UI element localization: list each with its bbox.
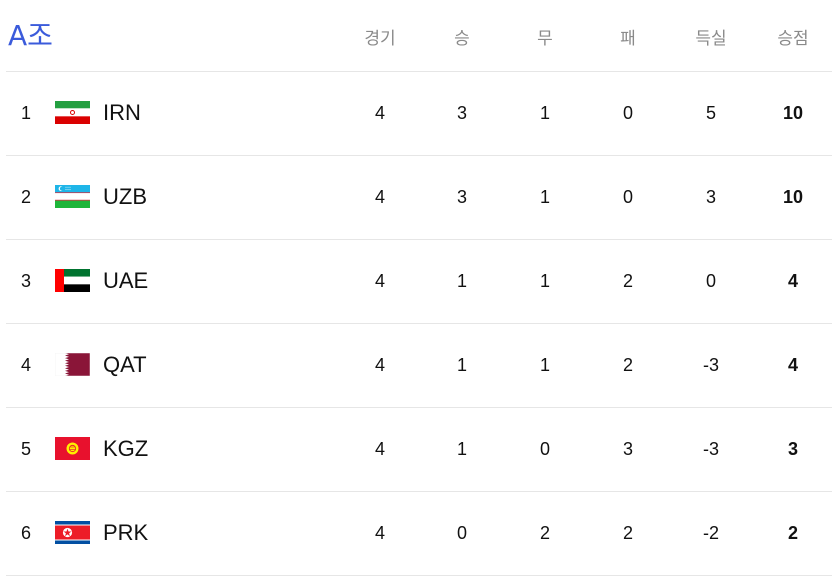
goal-diff-value: 5 [705, 103, 716, 123]
divider [6, 323, 832, 324]
divider [6, 155, 832, 156]
header-goal-diff: 득실 [695, 29, 727, 49]
header-won: 승 [454, 29, 470, 49]
table-row[interactable]: 1 IRN 4 3 1 0 5 10 [0, 71, 832, 155]
divider [6, 239, 832, 240]
header-points: 승점 [777, 29, 809, 49]
header-drawn: 무 [537, 29, 553, 49]
team-name[interactable]: UAE [103, 268, 149, 293]
played-value: 4 [374, 439, 385, 459]
goal-diff-value: 3 [705, 187, 716, 207]
group-title: A조 [8, 19, 53, 52]
team-name[interactable]: KGZ [103, 436, 149, 461]
goal-diff-value: -3 [702, 439, 719, 459]
divider [6, 407, 832, 408]
rank: 2 [20, 187, 31, 207]
north-korea-flag-icon [55, 521, 90, 544]
uzbekistan-flag-icon [55, 185, 90, 208]
table-row[interactable]: 2 UZB 4 3 1 0 3 10 [0, 155, 832, 239]
lost-value: 2 [622, 523, 633, 543]
divider [6, 71, 832, 72]
drawn-value: 1 [539, 355, 550, 375]
won-value: 1 [456, 439, 467, 459]
rank: 6 [20, 523, 31, 543]
team-name[interactable]: PRK [103, 520, 149, 545]
drawn-value: 2 [539, 523, 550, 543]
header-lost: 패 [620, 29, 636, 49]
won-value: 3 [456, 187, 467, 207]
points-value: 2 [787, 523, 798, 543]
played-value: 4 [374, 355, 385, 375]
uae-flag-icon [55, 269, 90, 292]
table-header: A조 경기 승 무 패 득실 승점 [0, 0, 832, 71]
played-value: 4 [374, 271, 385, 291]
points-value: 4 [787, 271, 798, 291]
won-value: 1 [456, 355, 467, 375]
rank: 4 [20, 355, 31, 375]
won-value: 3 [456, 103, 467, 123]
team-name[interactable]: UZB [103, 184, 147, 209]
team-name[interactable]: QAT [103, 352, 147, 377]
lost-value: 3 [622, 439, 633, 459]
table-row[interactable]: 3 UAE 4 1 1 2 0 4 [0, 239, 832, 323]
drawn-value: 1 [539, 271, 550, 291]
iran-flag-icon [55, 101, 90, 124]
kyrgyzstan-flag-icon [55, 437, 90, 460]
played-value: 4 [374, 523, 385, 543]
lost-value: 0 [622, 103, 633, 123]
points-value: 3 [787, 439, 798, 459]
divider [6, 491, 832, 492]
lost-value: 2 [622, 271, 633, 291]
points-value: 10 [782, 103, 804, 123]
divider [6, 575, 832, 576]
rank: 1 [20, 103, 31, 123]
won-value: 1 [456, 271, 467, 291]
rank: 3 [20, 271, 31, 291]
points-value: 10 [782, 187, 804, 207]
drawn-value: 1 [539, 187, 550, 207]
won-value: 0 [456, 523, 467, 543]
drawn-value: 0 [539, 439, 550, 459]
goal-diff-value: -2 [702, 523, 719, 543]
points-value: 4 [787, 355, 798, 375]
table-row[interactable]: 5 KGZ 4 1 0 3 -3 3 [0, 407, 832, 491]
table-row[interactable]: 6 PRK 4 0 2 2 -2 2 [0, 491, 832, 575]
header-played: 경기 [364, 29, 396, 49]
lost-value: 2 [622, 355, 633, 375]
qatar-flag-icon [55, 353, 90, 376]
drawn-value: 1 [539, 103, 550, 123]
goal-diff-value: -3 [702, 355, 719, 375]
rank: 5 [20, 439, 31, 459]
team-name[interactable]: IRN [103, 100, 141, 125]
goal-diff-value: 0 [705, 271, 716, 291]
played-value: 4 [374, 187, 385, 207]
lost-value: 0 [622, 187, 633, 207]
table-row[interactable]: 4 QAT 4 1 1 2 -3 4 [0, 323, 832, 407]
played-value: 4 [374, 103, 385, 123]
